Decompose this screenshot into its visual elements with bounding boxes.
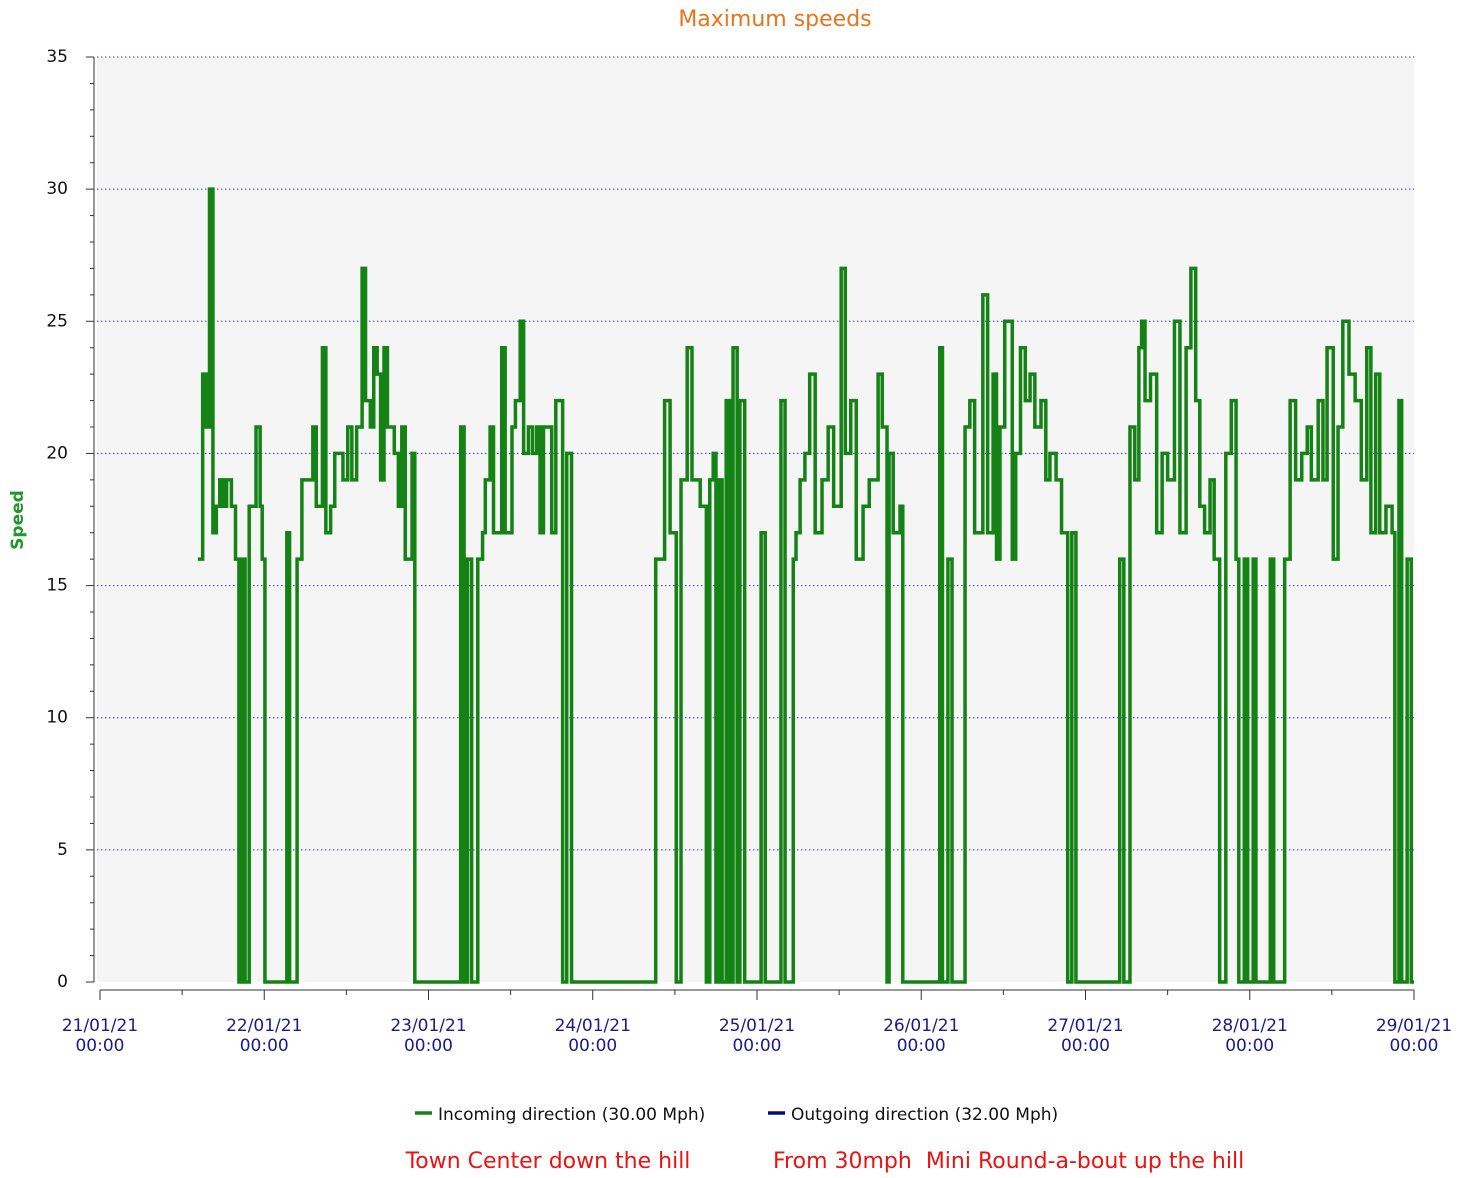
annotation: From 30mph Mini Round-a-bout up the hill: [773, 1149, 1244, 1174]
x-tick-label: 25/01/21 00:00: [718, 1016, 796, 1056]
x-tick-label: 29/01/21 00:00: [1375, 1016, 1453, 1056]
y-tick-label: 20: [46, 443, 68, 463]
y-tick-label: 25: [46, 311, 68, 331]
x-tick-label: 27/01/21 00:00: [1047, 1016, 1124, 1056]
x-tick-label: 24/01/21 00:00: [554, 1016, 631, 1056]
legend-label: Outgoing direction (32.00 Mph): [791, 1105, 1058, 1125]
x-tick-label: 23/01/21 00:00: [390, 1016, 467, 1056]
x-tick-label: 26/01/21 00:00: [883, 1016, 960, 1056]
y-tick-label: 0: [57, 972, 68, 992]
y-tick-label: 30: [46, 179, 68, 199]
y-axis-label: Speed: [8, 490, 28, 550]
y-tick-label: 10: [46, 708, 68, 728]
data-line: [197, 187, 1414, 984]
annotation: Town Center down the hill: [405, 1149, 691, 1174]
plot-area: [97, 57, 1414, 982]
y-tick-label: 5: [57, 840, 68, 860]
y-tick-label: 35: [46, 47, 68, 67]
chart-title: Maximum speeds: [678, 7, 871, 32]
x-tick-label: 21/01/21 00:00: [61, 1016, 139, 1056]
y-tick-label: 15: [46, 576, 68, 596]
legend-label: Incoming direction (30.00 Mph): [438, 1105, 705, 1125]
x-tick-label: 22/01/21 00:00: [226, 1016, 303, 1056]
x-tick-label: 28/01/21 00:00: [1211, 1016, 1288, 1056]
